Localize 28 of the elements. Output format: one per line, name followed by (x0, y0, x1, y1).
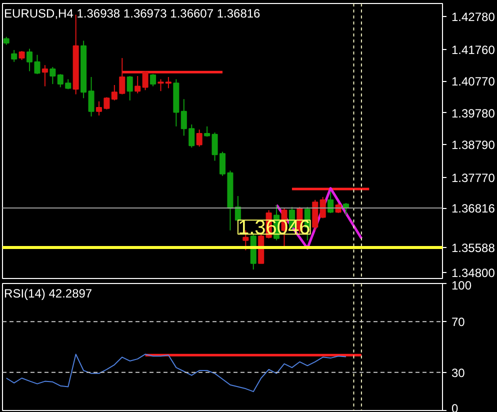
y-tick-label: 1.42780 (452, 10, 496, 24)
candlestick (134, 76, 141, 94)
candlestick (50, 66, 56, 85)
candlestick (142, 70, 148, 91)
y-tick-label: 70 (452, 315, 466, 330)
ref-line-label: 1.36816 (452, 202, 496, 216)
candlestick (42, 64, 48, 87)
y-tick-label: 1.34800 (452, 266, 496, 280)
candlestick (26, 48, 33, 72)
y-tick-label: 1.38790 (452, 138, 496, 152)
candlestick (126, 76, 133, 101)
candlestick (320, 196, 326, 219)
chart-title: RSI(14) 42.2897 (4, 286, 92, 300)
chart-title: EURUSD,H4 1.36938 1.36973 1.36607 1.36816 (4, 6, 261, 20)
y-tick-label: 30 (452, 366, 466, 380)
candlestick (204, 126, 210, 138)
candlestick (34, 54, 40, 75)
candlestick (328, 191, 334, 214)
y-tick-label: 1.39780 (452, 106, 496, 120)
candlestick (150, 74, 156, 87)
y-tick-label: 100 (452, 278, 472, 292)
y-tick-label: 1.37770 (452, 170, 496, 185)
ref-line-label: 1.35588 (452, 240, 496, 255)
candlestick (88, 76, 94, 117)
candlestick (196, 129, 202, 148)
y-tick-label: 1.40770 (452, 74, 496, 89)
y-tick-label: 1.41760 (452, 42, 496, 57)
candlestick (11, 50, 18, 62)
